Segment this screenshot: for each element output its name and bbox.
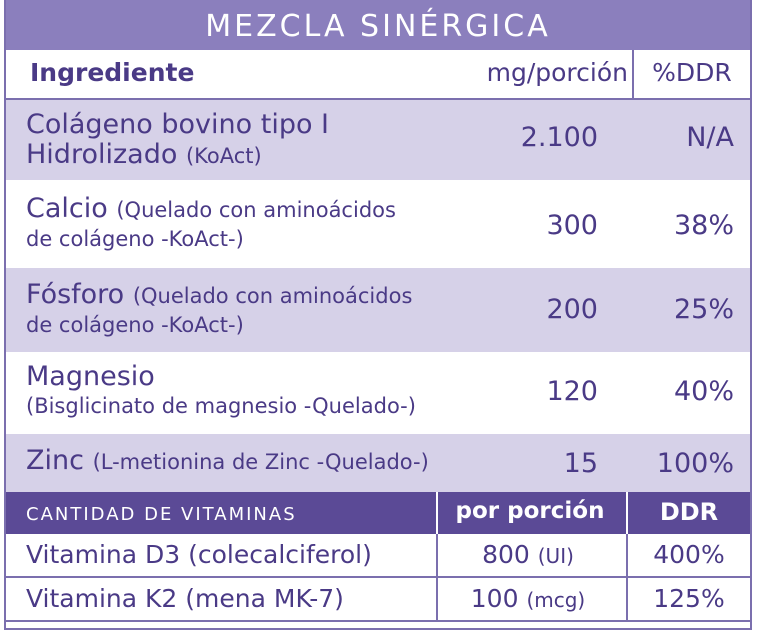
- vitamin-row: Vitamina K2 (mena MK-7) 100 (mcg) 125%: [6, 578, 750, 622]
- column-divider: [626, 578, 628, 622]
- ingredient-detail: (Quelado con aminoácidos: [132, 284, 413, 308]
- vitamin-row: Vitamina D3 (colecalciferol) 800 (UI) 40…: [6, 534, 750, 578]
- column-divider: [436, 534, 438, 578]
- ingredient-name: Magnesio (Bisglicinato de magnesio -Quel…: [26, 362, 416, 420]
- panel-title: MEZCLA SINÉRGICA: [6, 0, 750, 50]
- per-portion-column-header: por porción: [455, 498, 605, 524]
- column-divider: [436, 492, 438, 534]
- ingredient-ddr: 40%: [673, 376, 734, 407]
- vitamin-amount-unit: (UI): [537, 544, 574, 568]
- vitamin-name: Vitamina K2 (mena MK-7): [26, 584, 344, 613]
- vitamin-amount-unit: (mcg): [526, 588, 586, 612]
- ingredient-ddr: 25%: [673, 294, 734, 325]
- ingredient-ddr: N/A: [686, 122, 734, 153]
- column-divider: [626, 492, 628, 534]
- ingredient-name-line2: Hidrolizado: [26, 139, 178, 170]
- vitamins-section-title: CANTIDAD DE VITAMINAS: [26, 504, 297, 525]
- ingredient-name-main: Calcio: [26, 193, 108, 224]
- vitamin-amount-value: 100: [470, 584, 519, 613]
- ingredient-row: Colágeno bovino tipo I Hidrolizado (KoAc…: [6, 100, 750, 180]
- ingredient-row: Fósforo (Quelado con aminoácidos de colá…: [6, 268, 750, 352]
- supplement-facts-panel: MEZCLA SINÉRGICA Ingrediente mg/porción …: [4, 0, 752, 630]
- ddr-column-header: %DDR: [652, 58, 732, 87]
- ingredient-ddr: 38%: [673, 210, 734, 241]
- ingredient-row: Magnesio (Bisglicinato de magnesio -Quel…: [6, 352, 750, 434]
- ingredient-name: Calcio (Quelado con aminoácidos de colág…: [26, 194, 396, 253]
- ingredient-name: Zinc (L-metionina de Zinc -Quelado-): [26, 446, 429, 477]
- ingredient-row: Calcio (Quelado con aminoácidos de colág…: [6, 180, 750, 268]
- ingredient-mg: 120: [546, 376, 598, 407]
- ingredient-name: Colágeno bovino tipo I Hidrolizado (KoAc…: [26, 110, 329, 171]
- ingredient-name: Fósforo (Quelado con aminoácidos de colá…: [26, 280, 412, 339]
- ingredient-name-main: Magnesio: [26, 361, 155, 392]
- vitamins-header-row: CANTIDAD DE VITAMINAS por porción DDR: [6, 492, 750, 534]
- ingredient-detail: (L-metionina de Zinc -Quelado-): [92, 450, 429, 474]
- vitamin-amount-value: 800: [482, 540, 530, 569]
- column-divider: [626, 534, 628, 578]
- ingredient-ddr: 100%: [656, 448, 734, 479]
- ingredient-mg: 300: [546, 210, 598, 241]
- ingredient-detail: (Quelado con aminoácidos: [116, 198, 396, 222]
- vitamin-amount: 800 (UI): [430, 540, 626, 569]
- ingredient-mg: 15: [563, 448, 598, 479]
- ingredient-name-line1: Colágeno bovino tipo I: [26, 109, 330, 140]
- ingredient-name-main: Zinc: [26, 445, 84, 476]
- vitamin-amount: 100 (mcg): [430, 584, 626, 613]
- ingredient-detail: (KoAct): [185, 144, 262, 168]
- vitamin-ddr: 125%: [653, 584, 725, 613]
- vitamin-ddr-column-header: DDR: [659, 498, 719, 526]
- vitamin-name: Vitamina D3 (colecalciferol): [26, 540, 372, 569]
- mg-column-header: mg/porción: [486, 58, 628, 87]
- ingredient-mg: 200: [546, 294, 598, 325]
- ingredient-detail: (Bisglicinato de magnesio -Quelado-): [26, 394, 416, 418]
- vitamin-ddr: 400%: [653, 540, 725, 569]
- ingredient-name-main: Fósforo: [26, 279, 125, 310]
- ingredient-row: Zinc (L-metionina de Zinc -Quelado-) 15 …: [6, 434, 750, 492]
- column-divider: [632, 50, 634, 98]
- column-divider: [436, 578, 438, 622]
- ingredient-detail-line2: de colágeno -KoAct-): [26, 313, 244, 337]
- ingredient-detail-line2: de colágeno -KoAct-): [26, 227, 244, 251]
- column-header-row: Ingrediente mg/porción %DDR: [6, 50, 750, 100]
- ingredient-mg: 2.100: [520, 122, 598, 153]
- ingredient-column-header: Ingrediente: [30, 58, 195, 87]
